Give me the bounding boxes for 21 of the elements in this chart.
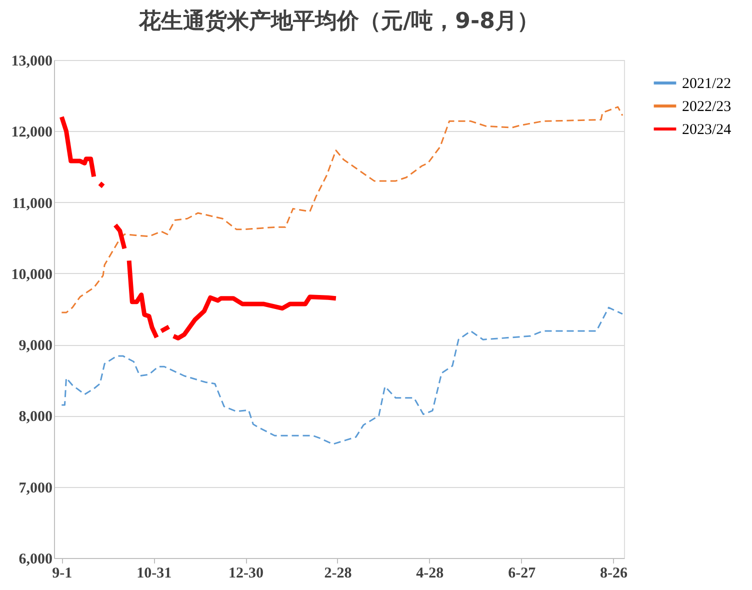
y-tick-label: 11,000 xyxy=(12,196,52,212)
legend-label: 2022/23 xyxy=(682,99,732,115)
y-tick-label: 8,000 xyxy=(18,409,52,426)
y-tick-label: 7,000 xyxy=(18,480,52,496)
chart-title: 花生通货米产地平均价（元/吨，9-8月） xyxy=(138,8,539,34)
x-tick-label: 12-30 xyxy=(228,566,264,582)
x-tick-label: 6-27 xyxy=(508,566,536,582)
x-tick-label: 10-31 xyxy=(136,566,172,582)
y-tick-label: 9,000 xyxy=(18,338,52,354)
y-tick-label: 13,000 xyxy=(11,54,52,70)
legend-label: 2021/22 xyxy=(682,76,732,92)
y-tick-label: 12,000 xyxy=(11,124,52,141)
x-tick-label: 8-26 xyxy=(600,566,628,582)
y-tick-label: 6,000 xyxy=(18,552,52,568)
line-series xyxy=(60,106,624,314)
legend-label: 2023/24 xyxy=(682,122,732,138)
x-tick-label: 9-1 xyxy=(52,566,72,582)
line-series xyxy=(60,306,624,445)
x-tick-label: 2-28 xyxy=(324,566,352,582)
x-tick-label: 4-28 xyxy=(416,566,444,582)
y-tick-label: 10,000 xyxy=(11,266,52,283)
